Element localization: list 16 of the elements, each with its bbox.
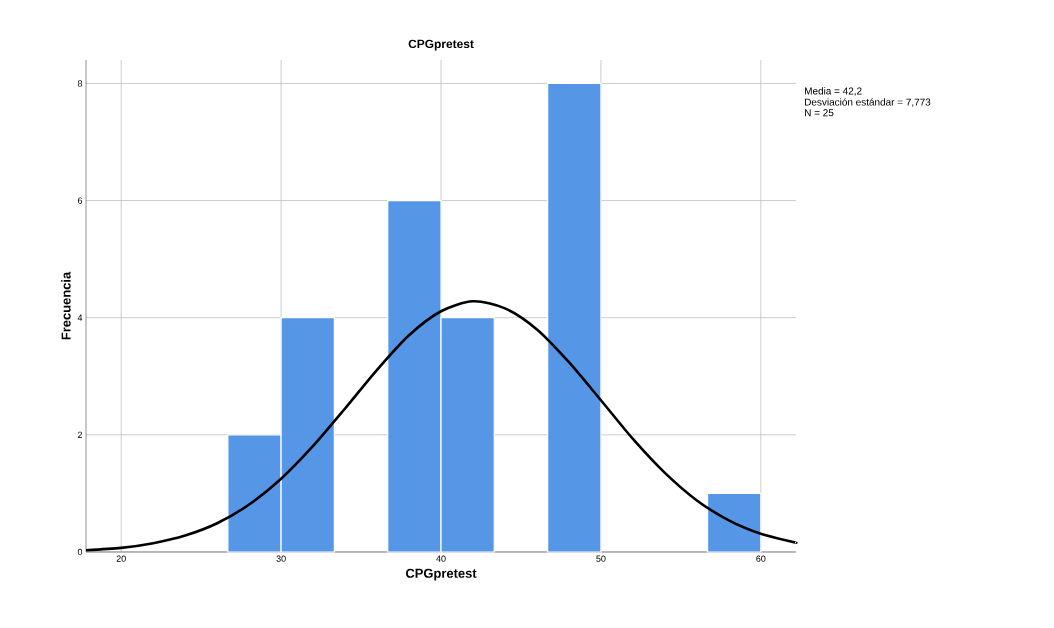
x-tick-label: 50 (596, 555, 606, 562)
y-tick-label: 0 (77, 548, 83, 556)
y-tick-label: 6 (77, 197, 83, 204)
x-tick-label: 30 (276, 555, 286, 562)
text: Media = 42,2 (805, 87, 862, 96)
x-tick-label: 60 (756, 555, 766, 562)
text: N = 25 (805, 109, 834, 117)
chart-title: CPGpretest (408, 39, 474, 51)
y-tick-label: 8 (77, 80, 83, 87)
text: Desviación estándar = 7,773 (805, 98, 931, 107)
x-axis-title: CPGpretest (405, 568, 477, 581)
x-tick-label: 20 (116, 555, 126, 562)
y-tick-label: 4 (77, 314, 83, 321)
y-tick-label: 2 (77, 431, 83, 438)
x-tick-label: 40 (436, 555, 446, 562)
y-axis-title: Frecuencia (61, 271, 71, 340)
